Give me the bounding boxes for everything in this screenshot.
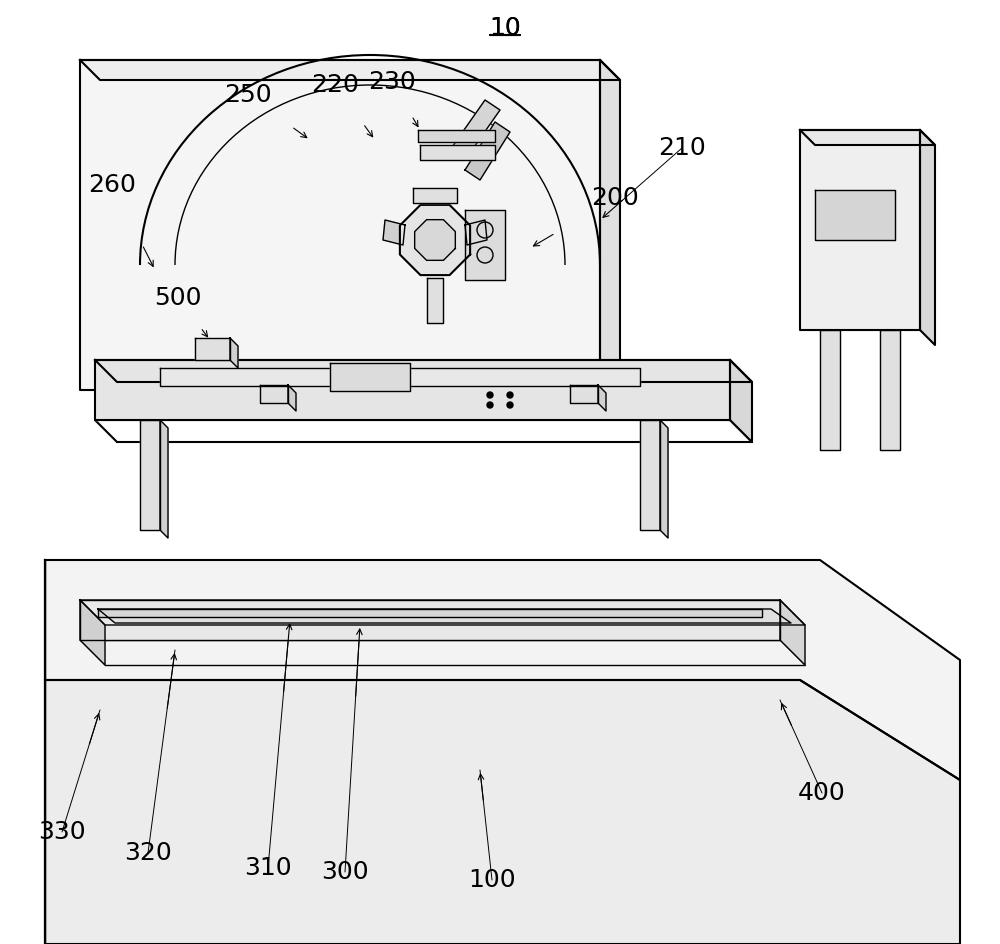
Polygon shape	[730, 360, 752, 442]
Polygon shape	[660, 420, 668, 538]
Polygon shape	[230, 338, 238, 368]
Polygon shape	[330, 363, 410, 391]
Polygon shape	[465, 210, 505, 280]
Polygon shape	[80, 600, 780, 640]
Polygon shape	[780, 600, 805, 665]
Text: 250: 250	[224, 83, 272, 107]
Polygon shape	[45, 680, 960, 944]
Text: 210: 210	[658, 136, 706, 160]
Polygon shape	[640, 420, 660, 530]
Polygon shape	[95, 360, 730, 420]
Text: 200: 200	[591, 186, 639, 210]
Polygon shape	[80, 600, 105, 665]
Text: 320: 320	[124, 841, 172, 865]
Text: 220: 220	[311, 73, 359, 97]
Polygon shape	[80, 600, 805, 625]
Text: 100: 100	[468, 868, 516, 892]
Text: 330: 330	[38, 820, 86, 844]
Polygon shape	[880, 330, 900, 450]
Polygon shape	[95, 360, 752, 382]
Text: 300: 300	[321, 860, 369, 884]
Polygon shape	[427, 278, 443, 323]
Polygon shape	[383, 220, 405, 245]
Text: 230: 230	[368, 70, 416, 94]
Polygon shape	[45, 560, 960, 780]
Text: 10: 10	[489, 16, 521, 40]
Text: 310: 310	[244, 856, 292, 880]
Polygon shape	[800, 130, 920, 330]
Polygon shape	[920, 130, 935, 345]
Text: 500: 500	[154, 286, 202, 310]
Polygon shape	[98, 609, 762, 617]
Circle shape	[507, 402, 513, 408]
Text: 240: 240	[811, 146, 859, 170]
Polygon shape	[415, 220, 455, 261]
Polygon shape	[260, 385, 288, 403]
Text: 260: 260	[88, 173, 136, 197]
Polygon shape	[80, 60, 600, 390]
Polygon shape	[195, 338, 230, 360]
Circle shape	[487, 402, 493, 408]
Polygon shape	[413, 188, 457, 203]
Polygon shape	[160, 368, 640, 386]
Polygon shape	[288, 385, 296, 411]
Polygon shape	[140, 420, 160, 530]
Polygon shape	[418, 130, 495, 142]
Polygon shape	[600, 60, 620, 410]
Polygon shape	[160, 420, 168, 538]
Polygon shape	[80, 60, 620, 80]
Polygon shape	[815, 190, 895, 240]
Circle shape	[507, 392, 513, 398]
Polygon shape	[420, 145, 495, 160]
Circle shape	[487, 392, 493, 398]
Polygon shape	[450, 100, 500, 160]
Polygon shape	[598, 385, 606, 411]
Polygon shape	[465, 122, 510, 180]
Polygon shape	[570, 385, 598, 403]
Text: 400: 400	[798, 781, 846, 805]
Polygon shape	[465, 220, 487, 245]
Text: 10: 10	[489, 16, 521, 40]
Polygon shape	[820, 330, 840, 450]
Polygon shape	[400, 205, 470, 275]
Polygon shape	[98, 609, 791, 623]
Polygon shape	[800, 130, 935, 145]
